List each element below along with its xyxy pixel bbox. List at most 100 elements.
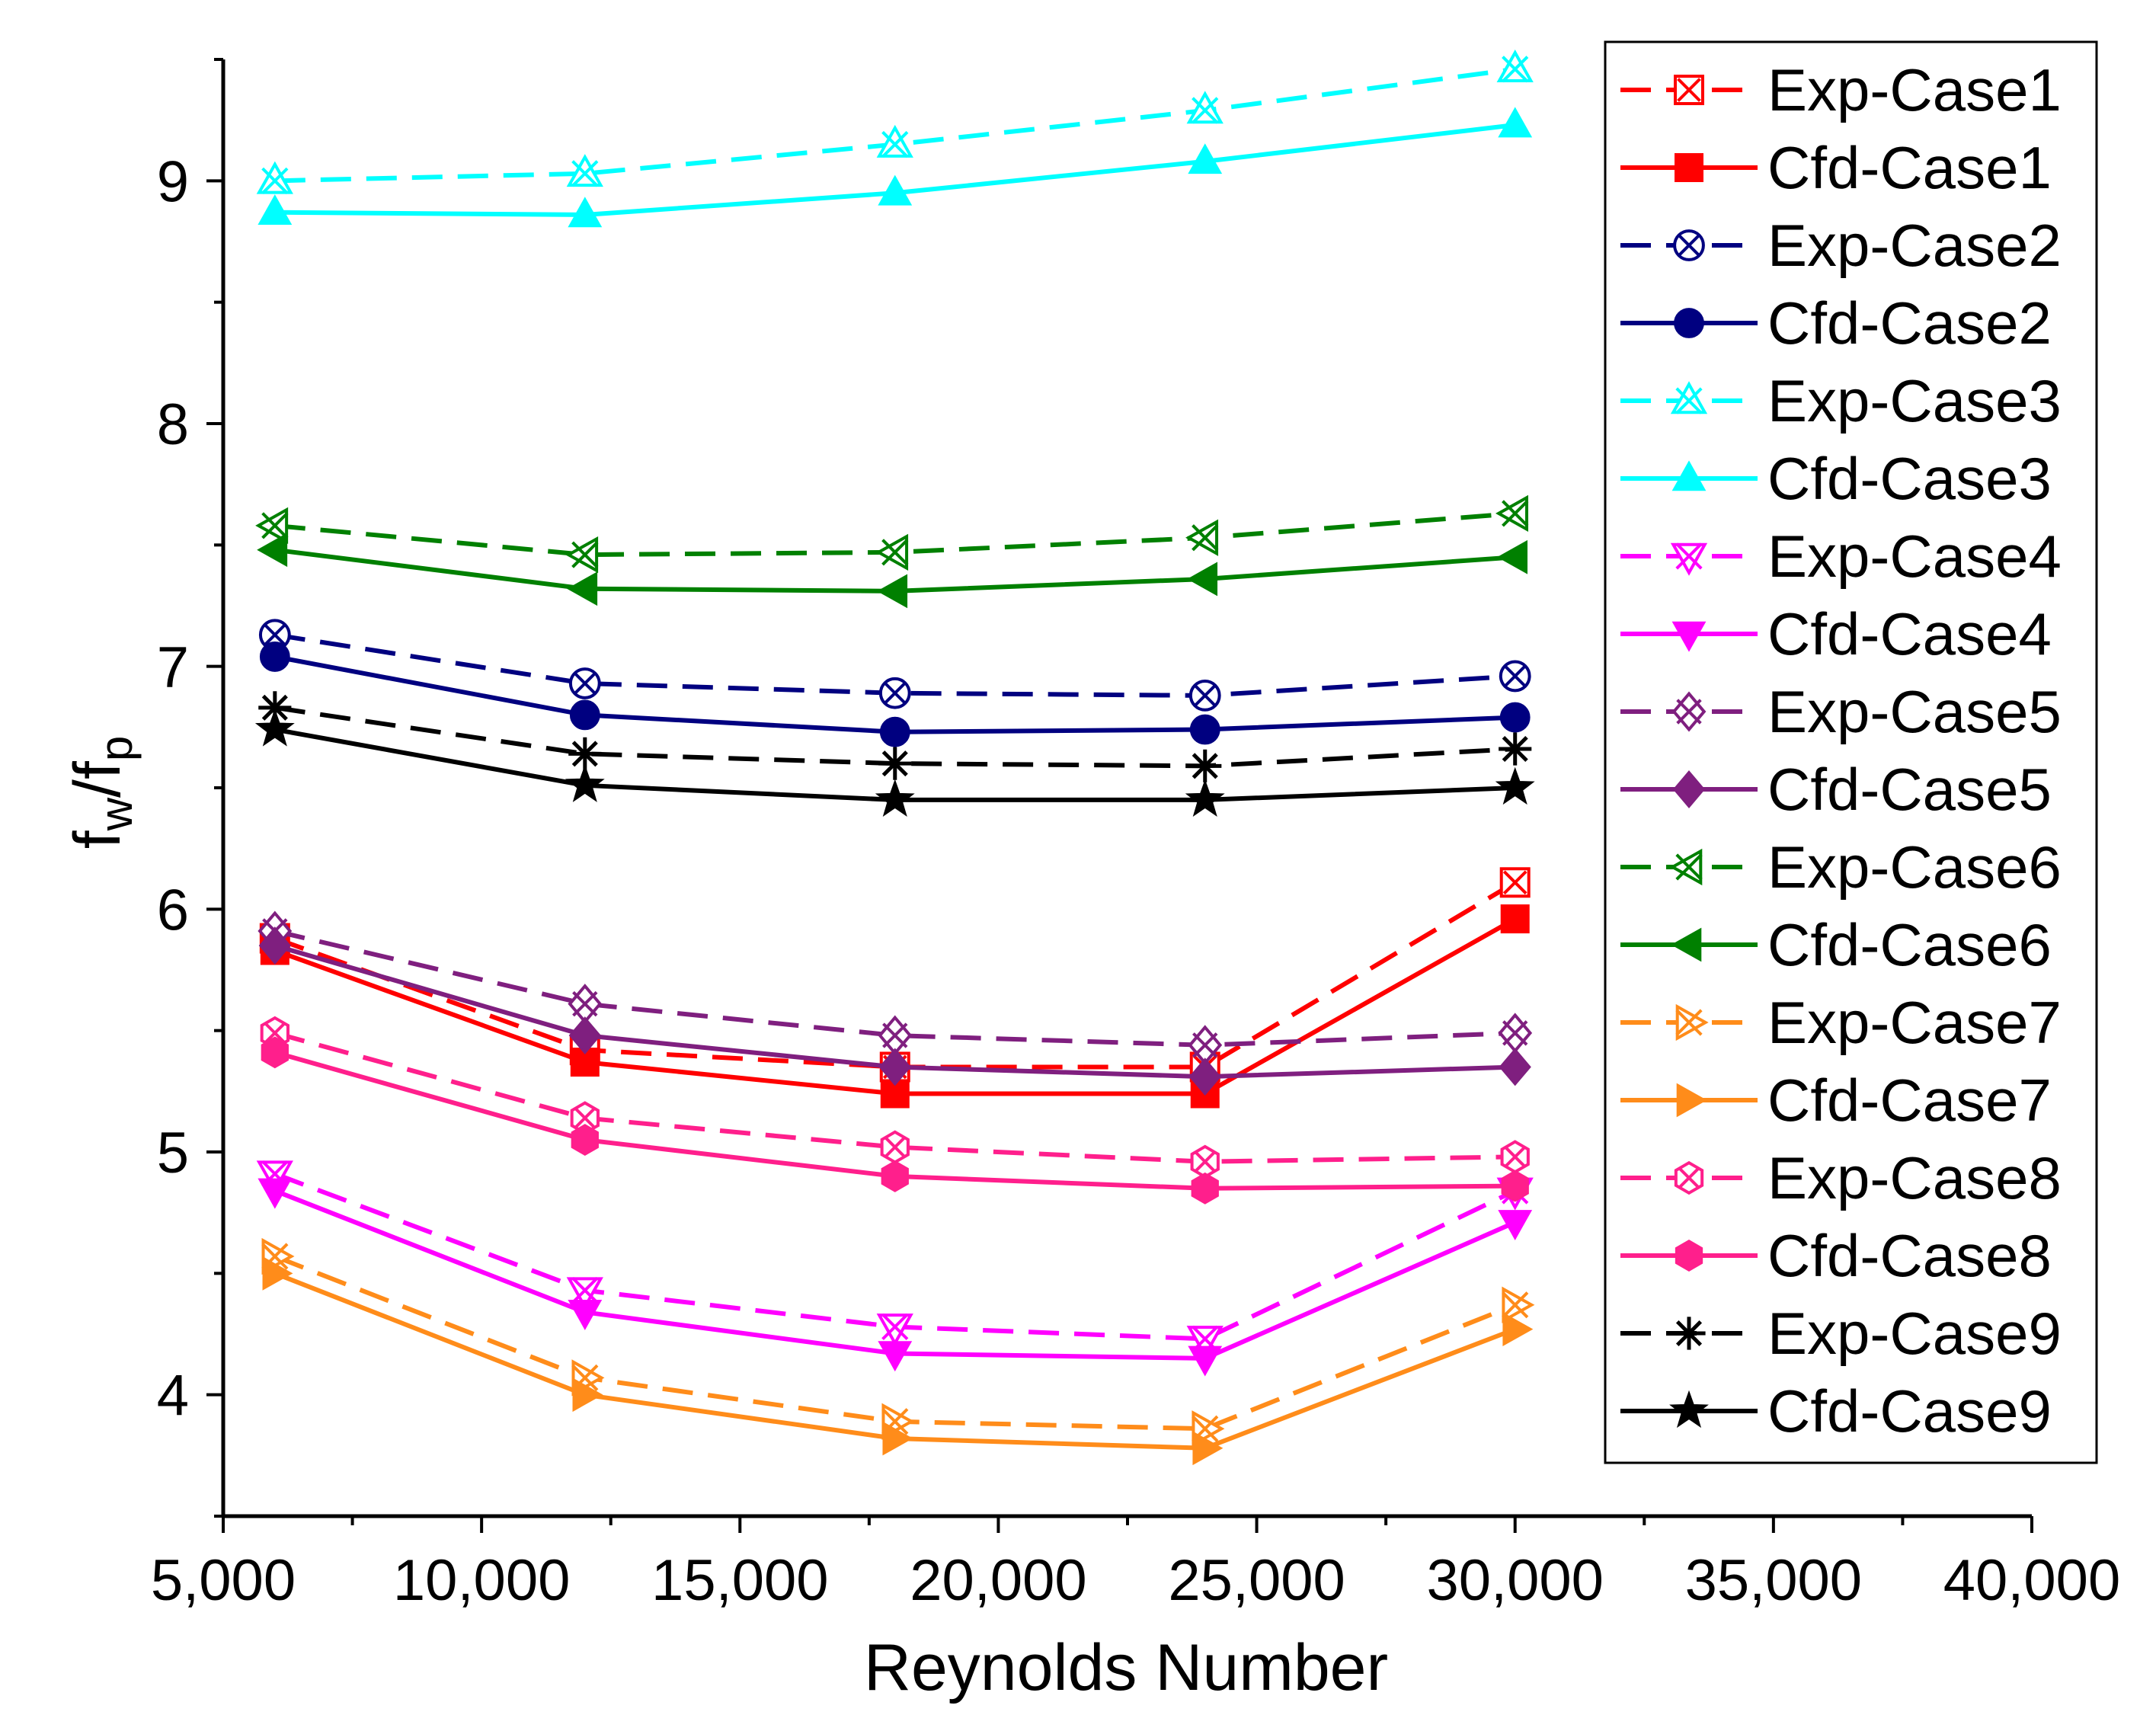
data-point	[568, 667, 601, 699]
data-point	[258, 691, 292, 725]
y-tick-label: 5	[157, 1121, 189, 1185]
data-point	[257, 533, 288, 568]
legend-label: Exp-Case4	[1767, 523, 2062, 590]
legend-label: Cfd-Case4	[1767, 600, 2052, 667]
legend-label: Cfd-Case7	[1767, 1067, 2052, 1134]
data-point	[261, 1036, 289, 1069]
data-point	[566, 1277, 603, 1310]
series-cfd-case9	[254, 709, 1535, 817]
x-tick-label: 5,000	[151, 1548, 296, 1613]
data-point	[1495, 494, 1529, 533]
data-point	[258, 926, 291, 965]
series-cfd-case3	[258, 107, 1533, 228]
x-tick-label: 25,000	[1168, 1548, 1345, 1613]
data-point	[1500, 1140, 1530, 1174]
legend-label: Exp-Case6	[1767, 834, 2062, 901]
series-exp-case6	[255, 494, 1529, 574]
data-point	[876, 1313, 913, 1347]
data-point	[882, 1421, 913, 1456]
data-point	[1501, 1169, 1529, 1202]
legend-marker	[1676, 1083, 1707, 1118]
legend-label: Exp-Case8	[1767, 1144, 2062, 1211]
legend-item: Exp-Case6	[1620, 834, 2062, 901]
x-tick-label: 40,000	[1943, 1548, 2120, 1613]
data-point	[258, 619, 291, 651]
x-tick-label: 30,000	[1426, 1548, 1603, 1613]
legend-marker	[1669, 848, 1703, 886]
legend-label: Exp-Case2	[1767, 212, 2062, 279]
data-point	[1500, 904, 1530, 934]
data-point	[1188, 749, 1222, 782]
data-point	[570, 1101, 600, 1135]
legend-label: Cfd-Case6	[1767, 911, 2052, 978]
data-point	[259, 642, 290, 672]
series-cfd-case4	[258, 1178, 1533, 1377]
legend: Exp-Case1 Cfd-Case1 Exp-Case2 Cfd-Case2 Exp-…	[1604, 40, 2098, 1464]
data-point	[1188, 1057, 1221, 1096]
legend-label: Cfd-Case5	[1767, 756, 2052, 823]
legend-item: Exp-Case7	[1620, 989, 2062, 1056]
legend-item: Cfd-Case5	[1620, 756, 2052, 823]
legend-marker	[1675, 1003, 1709, 1041]
data-point	[1497, 539, 1528, 574]
data-point	[1188, 143, 1223, 174]
series-exp-case2	[258, 619, 1531, 712]
y-tick-label: 7	[157, 635, 189, 700]
data-point	[878, 1015, 913, 1056]
legend-label: Cfd-Case2	[1767, 290, 2052, 357]
data-point	[1498, 107, 1533, 138]
data-point	[1498, 1013, 1533, 1054]
data-point	[1185, 779, 1225, 817]
data-point	[881, 1160, 909, 1192]
legend-marker	[1670, 542, 1708, 576]
legend-marker	[1669, 1390, 1709, 1429]
data-point	[878, 747, 912, 780]
legend-item: Cfd-Case9	[1620, 1377, 2052, 1445]
x-axis-title: Reynolds Number	[864, 1631, 1388, 1704]
legend-marker	[1675, 153, 1703, 182]
data-point	[1188, 680, 1221, 712]
data-point	[875, 779, 915, 817]
legend-item: Cfd-Case1	[1620, 134, 2052, 201]
legend-item: Exp-Case2	[1620, 212, 2062, 279]
data-point	[1502, 1286, 1535, 1323]
legend-marker	[1671, 460, 1707, 491]
x-tick-label: 15,000	[651, 1548, 828, 1613]
series-layer	[254, 50, 1535, 1466]
data-point	[1499, 660, 1531, 693]
series-exp-case3	[256, 50, 1534, 194]
legend-label: Cfd-Case9	[1767, 1377, 2052, 1445]
series-cfd-case5	[258, 926, 1531, 1096]
legend-item: Cfd-Case8	[1620, 1222, 2052, 1289]
data-point	[876, 124, 913, 158]
data-point	[572, 1377, 603, 1413]
legend-marker	[1674, 75, 1704, 105]
series-line	[274, 929, 1515, 1048]
legend-item: Exp-Case9	[1620, 1300, 2062, 1367]
data-point	[255, 507, 289, 544]
data-point	[1502, 1312, 1534, 1347]
data-point	[568, 984, 603, 1025]
data-point	[1185, 519, 1219, 556]
data-point	[877, 574, 908, 609]
legend-label: Exp-Case9	[1767, 1300, 2062, 1367]
legend-label: Cfd-Case8	[1767, 1222, 2052, 1289]
data-point	[568, 1300, 603, 1330]
legend-item: Exp-Case1	[1620, 56, 2062, 123]
legend-marker	[1673, 229, 1705, 261]
legend-marker	[1671, 927, 1702, 962]
legend-item: Cfd-Case6	[1620, 911, 2052, 978]
y-tick-label: 6	[157, 878, 189, 942]
legend-label: Cfd-Case3	[1767, 445, 2052, 512]
x-tick-label: 20,000	[910, 1548, 1086, 1613]
series-cfd-case7	[262, 1256, 1534, 1466]
data-point	[258, 194, 293, 226]
data-point	[1188, 1025, 1223, 1066]
legend-item: Cfd-Case4	[1620, 600, 2052, 667]
legend-item: Cfd-Case3	[1620, 445, 2052, 512]
data-point	[1188, 1345, 1223, 1377]
legend-item: Exp-Case4	[1620, 523, 2062, 590]
data-point	[1498, 1210, 1533, 1241]
legend-marker	[1672, 1317, 1706, 1350]
data-point	[1187, 562, 1218, 597]
